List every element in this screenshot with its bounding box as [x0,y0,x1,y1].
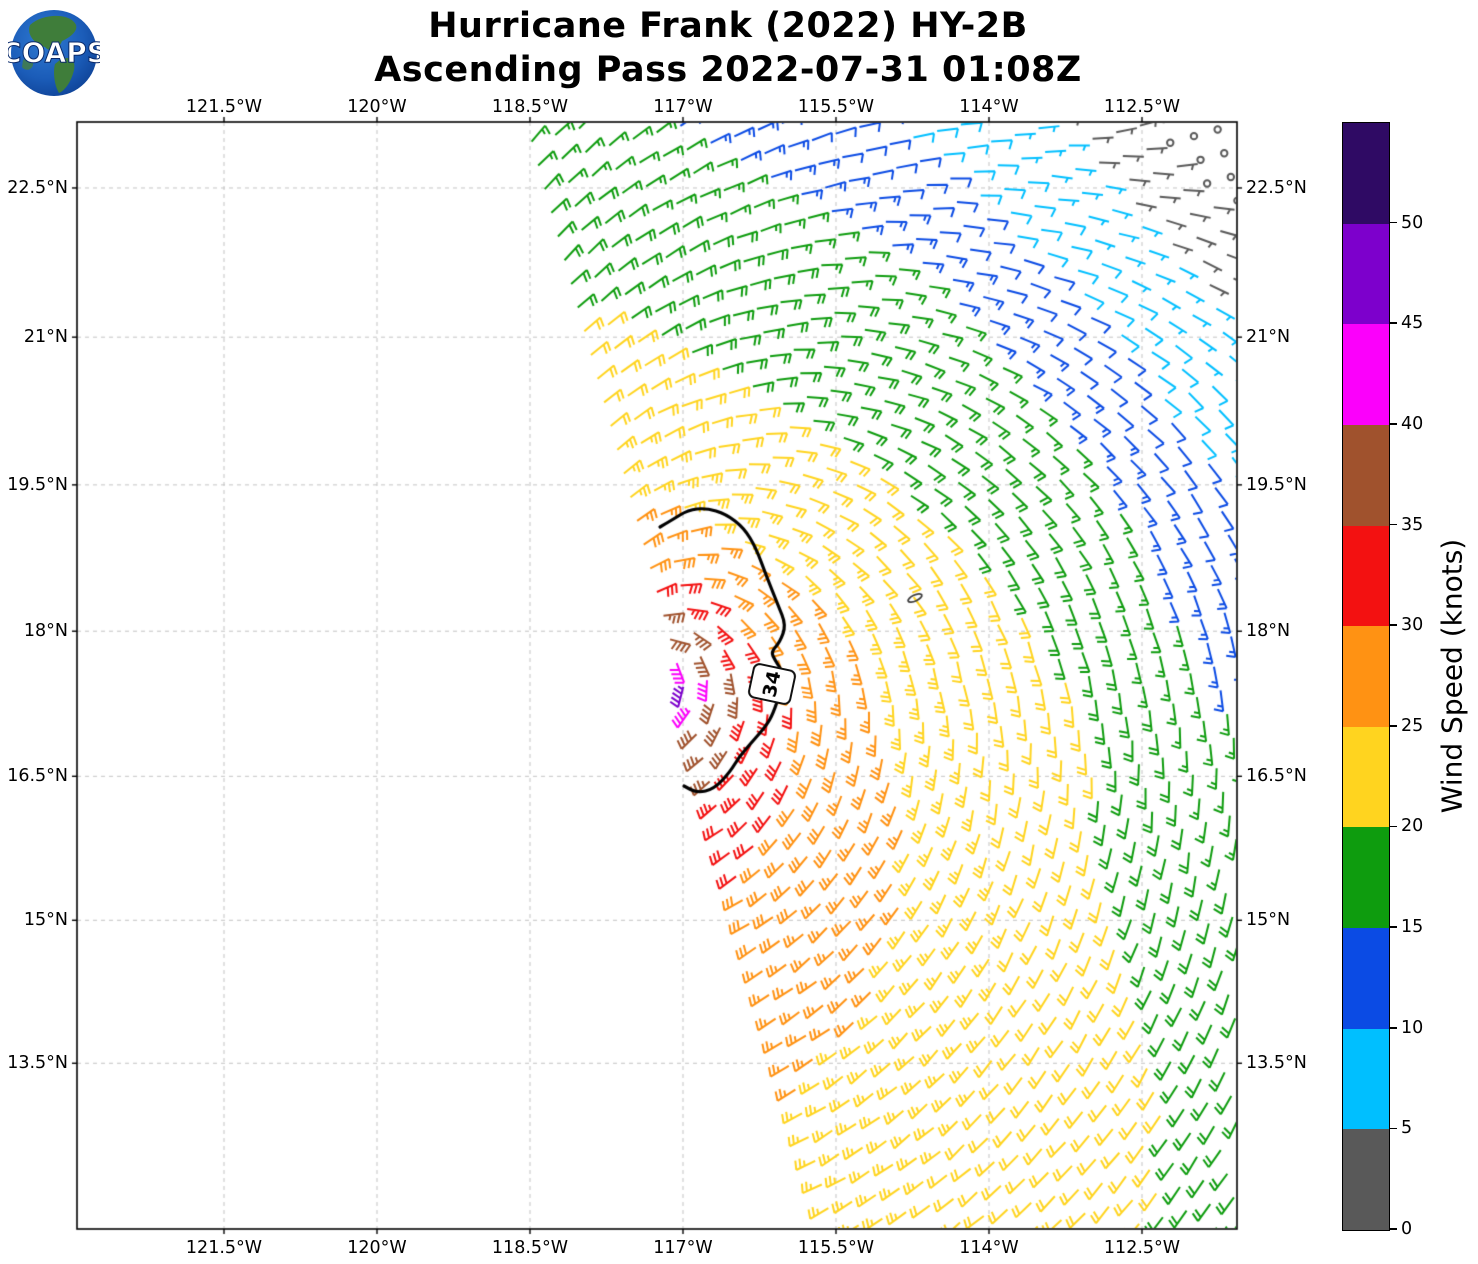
x-tick-label-top: 117°W [653,97,713,117]
colorbar-band [1343,827,1389,929]
colorbar-tick-label: 40 [1401,413,1424,434]
colorbar-band [1343,626,1389,727]
colorbar-tick-label: 10 [1401,1017,1424,1038]
colorbar-tick [1390,423,1397,425]
x-tick-label-top: 115.5°W [797,97,875,117]
wind-speed-colorbar [1342,122,1390,1231]
y-tick-label-left: 13.5°N [7,1053,68,1074]
y-tick-label-right: 18°N [1246,621,1291,642]
x-tick-label-bottom: 117°W [653,1238,713,1258]
x-tick-label-top: 120°W [347,97,407,117]
colorbar-band [1343,1028,1389,1130]
colorbar-band [1343,123,1389,224]
y-tick-label-left: 18°N [23,621,68,642]
y-tick-label-right: 13.5°N [1246,1053,1307,1074]
colorbar-tick-label: 25 [1401,715,1424,736]
y-tick-label-right: 16.5°N [1246,766,1307,787]
colorbar-tick-label: 5 [1401,1118,1413,1139]
colorbar-tick [1390,1026,1397,1029]
colorbar-tick-label: 45 [1401,313,1424,334]
colorbar-tick [1390,523,1397,526]
x-tick-label-bottom: 118.5°W [491,1238,569,1258]
colorbar-tick [1390,825,1397,828]
x-tick-label-bottom: 120°W [347,1238,407,1258]
colorbar-band [1343,726,1389,828]
y-tick-label-right: 15°N [1246,910,1291,931]
y-tick-label-right: 22.5°N [1246,177,1307,198]
colorbar-band [1343,424,1389,526]
colorbar-tick-label: 20 [1401,816,1424,837]
x-tick-label-top: 118.5°W [491,97,569,117]
colorbar-tick-label: 15 [1401,917,1424,938]
colorbar-tick-label: 30 [1401,615,1424,636]
colorbar-band [1343,1129,1389,1231]
colorbar-tick-label: 35 [1401,514,1424,535]
colorbar-tick [1390,1127,1397,1130]
colorbar-tick [1390,624,1397,626]
y-tick-label-left: 19.5°N [7,474,68,495]
colorbar-band [1343,928,1389,1029]
x-tick-label-bottom: 114°W [959,1238,1019,1258]
colorbar-band [1343,324,1389,425]
colorbar-axis-label: Wind Speed (knots) [1435,538,1469,814]
colorbar-tick-label: 50 [1401,212,1424,233]
x-tick-label-top: 121.5°W [185,97,263,117]
y-tick-label-left: 16.5°N [7,766,68,787]
y-tick-label-right: 19.5°N [1246,474,1307,495]
x-tick-label-top: 114°W [959,97,1019,117]
contour-label-34-text: 34 [758,668,786,700]
y-tick-label-left: 15°N [23,910,68,931]
colorbar-band [1343,525,1389,627]
colorbar-tick [1390,926,1397,928]
colorbar-tick [1390,1228,1397,1230]
colorbar-tick [1390,322,1397,325]
x-tick-label-bottom: 112.5°W [1103,1238,1181,1258]
x-tick-label-bottom: 121.5°W [185,1238,263,1258]
colorbar-tick-label: 0 [1401,1219,1413,1239]
colorbar-tick [1390,221,1397,224]
x-tick-label-bottom: 115.5°W [797,1238,875,1258]
y-tick-label-left: 21°N [23,327,68,348]
colorbar-band [1343,223,1389,325]
colorbar-tick [1390,725,1397,727]
y-tick-label-left: 22.5°N [7,177,68,198]
x-tick-label-top: 112.5°W [1103,97,1181,117]
y-tick-label-right: 21°N [1246,327,1291,348]
